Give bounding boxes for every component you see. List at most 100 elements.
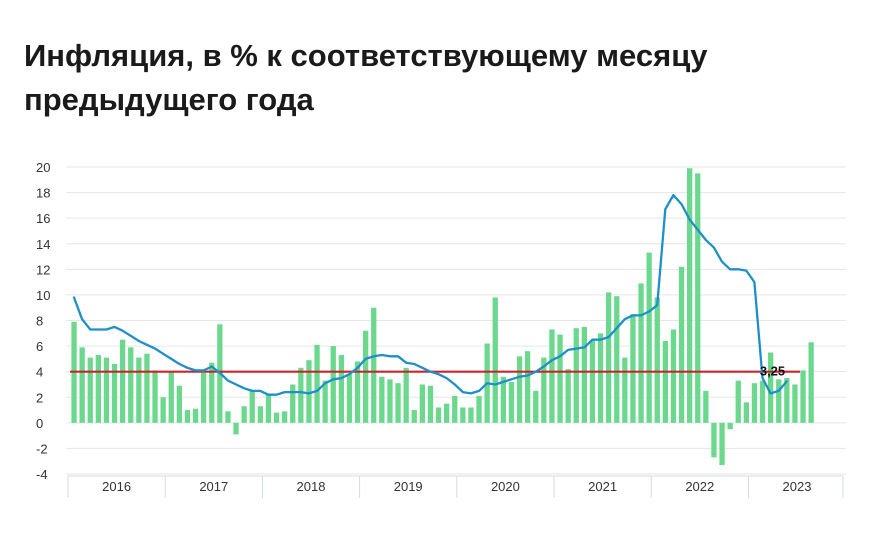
y-tick-label: 10 <box>36 288 50 303</box>
bar <box>136 357 142 423</box>
bar <box>541 357 547 423</box>
annotation-layer: 3,25 <box>760 363 785 378</box>
bar <box>768 352 774 423</box>
bar <box>776 379 782 423</box>
bar <box>395 383 401 423</box>
bar <box>128 347 134 423</box>
x-tick-label: 2016 <box>102 479 131 494</box>
bar <box>314 344 320 423</box>
y-tick-label: 6 <box>36 339 43 354</box>
bar <box>662 340 668 423</box>
bar <box>338 355 344 423</box>
y-tick-label: -2 <box>36 441 48 456</box>
bar <box>184 410 191 423</box>
y-tick-label: 2 <box>36 390 43 405</box>
line-series <box>72 193 788 396</box>
bar <box>209 362 215 423</box>
bar <box>87 357 93 423</box>
x-axis-band <box>68 476 843 498</box>
bar <box>120 339 126 423</box>
bar <box>103 357 110 423</box>
chart-title: Инфляция, в % к соответствующему месяцу … <box>24 38 708 117</box>
bar <box>282 411 288 423</box>
bar <box>614 296 620 423</box>
bar <box>792 384 798 423</box>
bar <box>703 390 709 423</box>
bar <box>176 385 182 423</box>
bar <box>354 361 361 423</box>
bar <box>298 367 304 423</box>
bar <box>549 329 555 423</box>
bar <box>743 402 749 423</box>
bar <box>573 328 579 423</box>
bar <box>492 297 498 423</box>
bar <box>411 410 417 423</box>
bar <box>727 422 733 430</box>
bar <box>371 307 377 423</box>
bar <box>241 406 247 423</box>
y-tick-label: -4 <box>36 467 48 482</box>
bar <box>306 360 312 423</box>
bar <box>508 381 515 423</box>
x-tick-label: 2022 <box>685 479 714 494</box>
bar <box>233 422 239 435</box>
y-tick-label: 8 <box>36 314 43 329</box>
bar <box>565 369 571 423</box>
bar <box>711 422 717 458</box>
y-tick-label: 12 <box>36 262 50 277</box>
bar <box>79 347 85 423</box>
bar <box>460 407 466 423</box>
bar <box>95 355 101 423</box>
bar <box>751 383 758 423</box>
bar <box>330 346 336 423</box>
y-tick-label: 18 <box>36 186 50 201</box>
bar <box>759 380 766 423</box>
y-tick-label: 4 <box>36 365 43 380</box>
bar <box>273 412 280 423</box>
bar <box>800 370 806 423</box>
x-tick-label: 2020 <box>491 479 520 494</box>
bar <box>808 342 814 423</box>
x-tick-label: 2023 <box>783 479 812 494</box>
bar <box>249 390 255 423</box>
x-tick-label: 2017 <box>199 479 228 494</box>
bar <box>111 363 118 423</box>
bar <box>427 385 434 423</box>
bar <box>201 372 207 423</box>
bar <box>581 326 587 423</box>
bar <box>322 380 328 423</box>
bar <box>168 371 174 423</box>
bar <box>419 384 425 423</box>
bar-series <box>71 168 814 466</box>
grid-layer <box>66 166 846 475</box>
y-tick-label: 0 <box>36 416 43 431</box>
bar <box>646 252 652 423</box>
bar <box>533 390 539 423</box>
bar <box>225 411 231 423</box>
bar <box>387 379 393 423</box>
bar <box>476 395 482 423</box>
line-path <box>72 193 788 396</box>
bar <box>638 283 644 423</box>
bar <box>719 422 725 466</box>
y-tick-label: 16 <box>36 211 50 226</box>
bar <box>160 397 166 423</box>
bar <box>735 380 741 423</box>
bar <box>678 266 685 423</box>
bar <box>444 403 450 423</box>
bar <box>589 339 596 423</box>
x-tick-label: 2018 <box>297 479 326 494</box>
y-tick-label: 14 <box>36 237 50 252</box>
bar <box>452 395 458 423</box>
bar <box>525 351 531 423</box>
x-tick-label: 2019 <box>394 479 423 494</box>
bar <box>500 376 506 423</box>
bar <box>622 357 628 423</box>
bar <box>606 292 612 423</box>
bar <box>687 168 693 423</box>
bar <box>597 333 604 423</box>
bar <box>670 329 677 423</box>
bar <box>435 407 442 423</box>
